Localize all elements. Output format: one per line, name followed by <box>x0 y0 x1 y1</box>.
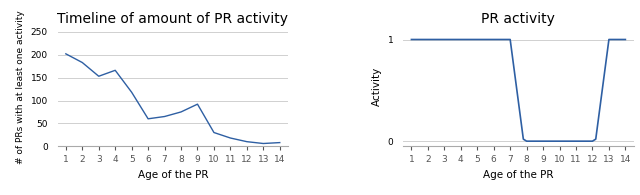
Y-axis label: # of PRs with at least one activity: # of PRs with at least one activity <box>16 10 25 164</box>
X-axis label: Age of the PR: Age of the PR <box>483 170 554 180</box>
Y-axis label: Activity: Activity <box>372 67 382 106</box>
Title: PR activity: PR activity <box>481 12 556 26</box>
Title: Timeline of amount of PR activity: Timeline of amount of PR activity <box>58 12 288 26</box>
X-axis label: Age of the PR: Age of the PR <box>138 170 208 180</box>
